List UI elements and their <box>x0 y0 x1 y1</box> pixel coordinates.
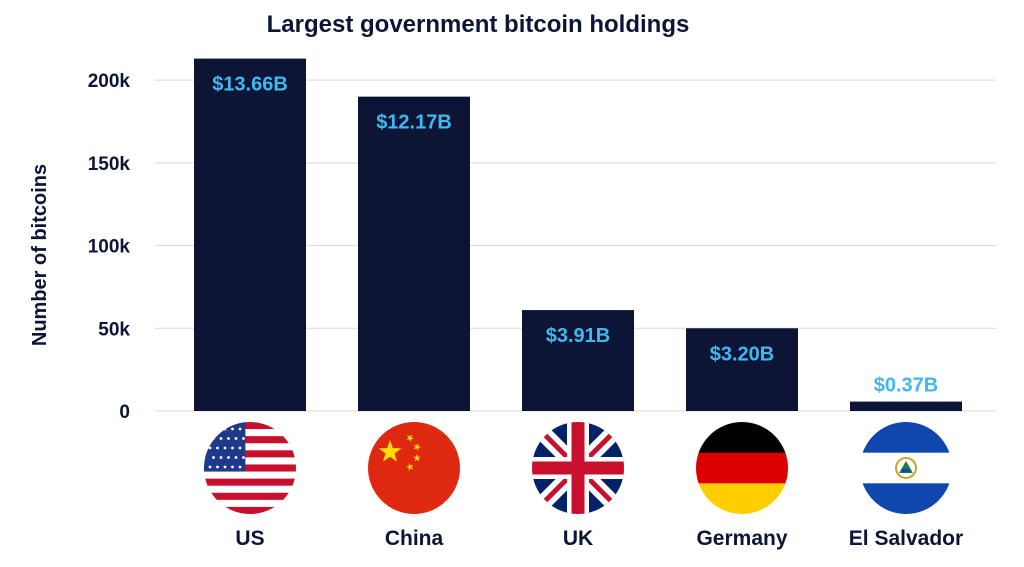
data-label: $3.20B <box>710 343 775 365</box>
data-label: $3.91B <box>546 325 611 347</box>
x-tick-label: US <box>235 527 264 550</box>
china-flag-icon <box>368 422 460 514</box>
bar-china <box>358 96 470 412</box>
y-axis-ticks: 0 50k 100k 150k 200k <box>88 71 131 423</box>
x-tick-label: China <box>385 527 444 550</box>
flags <box>204 422 952 514</box>
bar-germany <box>686 328 798 411</box>
bar-el-salvador <box>850 401 962 411</box>
bars: $13.66B $12.17B $3.91B $3.20B $0.37B <box>194 58 962 412</box>
data-label: $13.66B <box>212 74 288 96</box>
data-label: $0.37B <box>874 375 939 397</box>
y-axis-label: Number of bitcoins <box>29 164 51 346</box>
us-flag-icon <box>204 422 296 514</box>
x-axis-categories: US China UK Germany El Salvador <box>235 527 963 550</box>
bar-us <box>194 58 306 411</box>
uk-flag-icon <box>532 422 624 514</box>
data-label: $12.17B <box>376 112 452 134</box>
y-tick-label: 200k <box>88 71 131 92</box>
x-tick-label: El Salvador <box>849 527 963 550</box>
germany-flag-icon <box>696 422 788 514</box>
y-tick-label: 100k <box>88 237 131 258</box>
y-tick-label: 50k <box>98 319 130 340</box>
x-tick-label: UK <box>563 527 593 550</box>
bar-uk <box>522 310 634 411</box>
x-tick-label: Germany <box>696 527 787 550</box>
chart-title: Largest government bitcoin holdings <box>267 11 690 38</box>
y-tick-label: 150k <box>88 154 131 175</box>
el-salvador-flag-icon <box>860 422 952 514</box>
y-tick-label: 0 <box>119 402 130 423</box>
